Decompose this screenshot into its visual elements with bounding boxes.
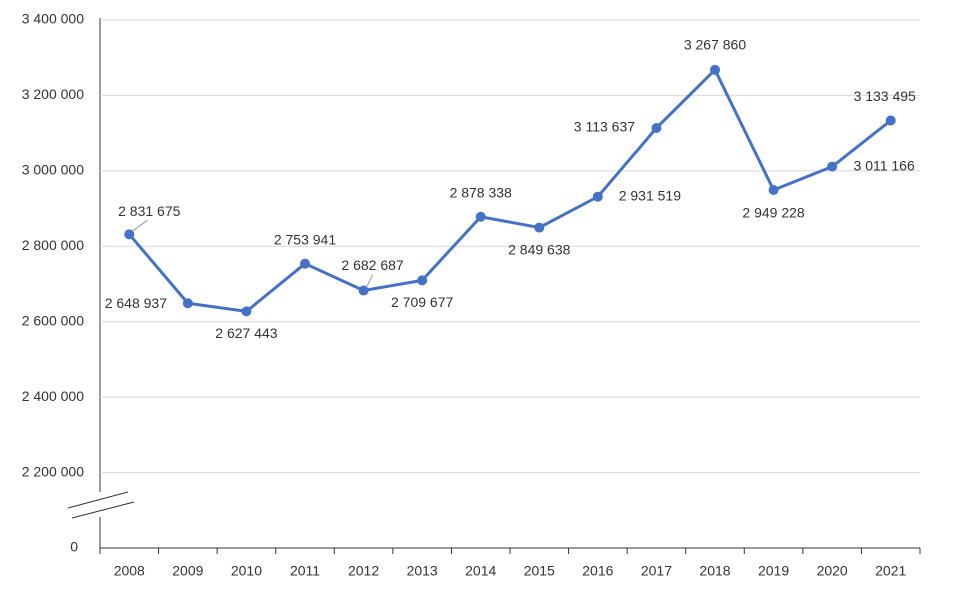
data-label: 2 931 519 <box>619 187 681 203</box>
x-tick-label: 2009 <box>172 563 203 579</box>
data-label: 2 949 228 <box>742 205 804 221</box>
leader-line <box>366 274 374 288</box>
x-tick-label: 2018 <box>699 563 730 579</box>
data-label: 2 849 638 <box>508 241 570 257</box>
data-point <box>182 298 193 309</box>
x-tick-label: 2015 <box>524 563 555 579</box>
data-point <box>592 191 603 202</box>
data-label: 2 648 937 <box>105 295 167 311</box>
y-tick-label: 3 200 000 <box>22 86 84 102</box>
x-tick-label: 2019 <box>758 563 789 579</box>
x-tick-label: 2020 <box>817 563 848 579</box>
y-tick-label: 2 600 000 <box>22 312 84 328</box>
x-tick-label: 2021 <box>875 563 906 579</box>
x-tick-label: 2011 <box>290 563 320 579</box>
x-tick-label: 2008 <box>114 563 145 579</box>
axis-break <box>67 491 129 509</box>
x-tick-label: 2013 <box>407 563 438 579</box>
axis-break <box>71 501 135 519</box>
y-tick-label: 2 800 000 <box>22 237 84 253</box>
data-point <box>710 64 720 75</box>
data-point <box>358 285 369 296</box>
data-label: 3 113 637 <box>574 119 635 135</box>
data-label: 2 682 687 <box>341 257 403 273</box>
data-point <box>417 275 428 286</box>
data-point <box>124 229 135 240</box>
data-point <box>475 211 486 222</box>
x-tick-label: 2014 <box>465 563 496 579</box>
series-line <box>128 68 892 313</box>
data-point <box>651 122 662 133</box>
x-tick-label: 2010 <box>231 563 262 579</box>
y-tick-label: 3 400 000 <box>22 11 84 27</box>
data-point <box>241 306 252 317</box>
x-tick-label: 2017 <box>641 563 672 579</box>
data-label: 2 709 677 <box>391 294 453 310</box>
y-tick-label: 3 000 000 <box>22 162 84 178</box>
leader-line <box>131 219 148 232</box>
y-tick-label: 2 200 000 <box>22 463 84 479</box>
data-point <box>768 185 779 196</box>
data-point <box>300 258 310 269</box>
data-label: 2 627 443 <box>215 325 277 341</box>
y-tick-label: 2 400 000 <box>22 388 84 404</box>
x-tick-label: 2012 <box>348 563 379 579</box>
data-label: 2 753 941 <box>274 231 336 247</box>
data-label: 2 831 675 <box>118 203 180 219</box>
data-point <box>534 222 545 233</box>
data-label: 2 878 338 <box>450 184 512 200</box>
x-tick-label: 2016 <box>582 563 613 579</box>
data-label: 3 011 166 <box>854 157 915 173</box>
data-label: 3 133 495 <box>854 88 916 104</box>
y-tick-label: 0 <box>70 539 78 555</box>
data-label: 3 267 860 <box>684 37 746 53</box>
data-point <box>885 115 896 126</box>
data-point <box>827 161 838 172</box>
